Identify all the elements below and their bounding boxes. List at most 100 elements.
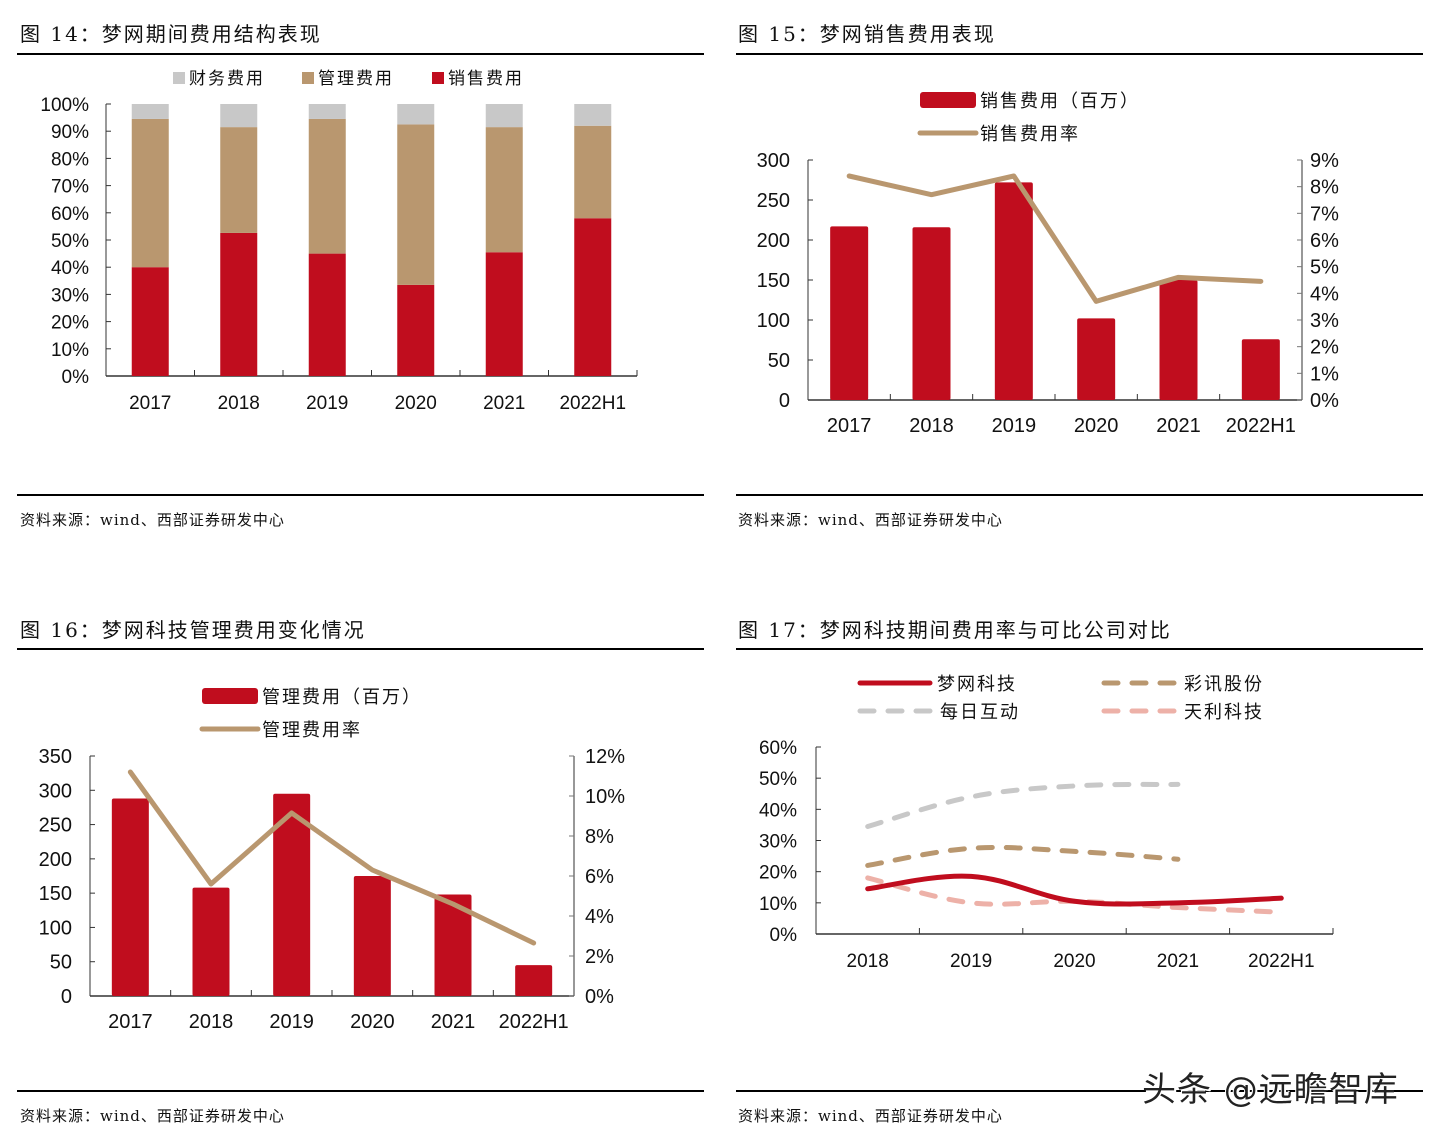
x-tick-label: 2020	[1074, 415, 1119, 437]
y-tick-label-left: 200	[757, 230, 790, 252]
y-tick-label-right: 5%	[1310, 257, 1339, 279]
rate-line	[846, 173, 1264, 304]
legend-label-3: 天利科技	[1184, 702, 1264, 723]
y-tick-label: 100%	[40, 95, 89, 116]
bar-财务费用-2017	[131, 104, 169, 119]
chart-fig16: 管理费用（百万） 管理费用率 0 50 100 150 200 250 300 350 0% 2% 4%…	[39, 687, 626, 1033]
y-tick-label-left: 150	[39, 883, 72, 905]
figure-15-source: 资料来源：wind、西部证券研发中心	[738, 511, 1003, 529]
y-tick-label: 90%	[51, 122, 89, 143]
series-line-天利科技	[865, 875, 1284, 915]
y-tick-label-left: 250	[39, 815, 72, 837]
y-tick-label: 50%	[51, 231, 89, 252]
y-tick-label-right: 0%	[1310, 390, 1339, 412]
figure-16-top-rule	[17, 648, 704, 650]
bar-销售费用-2020	[397, 284, 435, 376]
legend-bar-label: 管理费用（百万）	[262, 687, 422, 708]
y-tick-label: 50%	[759, 769, 797, 790]
y-tick-label: 0%	[770, 925, 798, 946]
y-tick-label-left: 50	[768, 350, 790, 372]
figure-17-top-rule	[736, 648, 1423, 650]
figure-15-top-rule	[736, 53, 1423, 55]
bar-2022H1	[515, 965, 553, 996]
x-tick-label: 2019	[992, 415, 1037, 437]
bar-财务费用-2020	[397, 104, 435, 125]
x-tick-label: 2020	[1053, 951, 1095, 972]
y-tick-label: 40%	[759, 800, 797, 821]
x-tick-label: 2022H1	[559, 393, 626, 414]
y-tick-label: 20%	[759, 863, 797, 884]
x-tick-label: 2020	[350, 1011, 395, 1033]
figure-14-top-rule	[17, 53, 704, 55]
figure-14-source: 资料来源：wind、西部证券研发中心	[20, 511, 285, 529]
y-tick-label-left: 0	[779, 390, 790, 412]
legend-swatch-0	[173, 72, 185, 84]
y-tick-label-right: 2%	[585, 946, 614, 968]
y-tick-label-right: 6%	[585, 866, 614, 888]
y-tick-label-right: 9%	[1310, 150, 1339, 172]
x-tick-label: 2017	[827, 415, 872, 437]
legend-label-1: 管理费用	[318, 69, 394, 89]
bar-管理费用-2020	[397, 124, 435, 285]
bar-2021	[1159, 280, 1198, 400]
bar-管理费用-2019	[308, 118, 346, 254]
bar-2019	[994, 182, 1033, 400]
y-tick-label-left: 50	[50, 952, 72, 974]
x-tick-label: 2019	[306, 393, 348, 414]
bar-财务费用-2022H1	[574, 104, 612, 126]
x-tick-label: 2018	[189, 1011, 234, 1033]
legend-label-2: 每日互动	[940, 702, 1020, 723]
y-tick-label-left: 100	[757, 310, 790, 332]
y-tick-label: 30%	[759, 832, 797, 853]
y-tick-label-left: 100	[39, 917, 72, 939]
y-tick-label-left: 0	[61, 986, 72, 1008]
y-tick-label-left: 150	[757, 270, 790, 292]
y-tick-label-left: 200	[39, 849, 72, 871]
bar-2019	[273, 793, 311, 996]
y-tick-label-right: 8%	[1310, 177, 1339, 199]
legend-swatch-2	[432, 72, 444, 84]
bar-2020	[353, 876, 391, 996]
y-tick-label-right: 0%	[585, 986, 614, 1008]
legend-bar-swatch	[920, 92, 976, 108]
x-tick-label: 2022H1	[1226, 415, 1296, 437]
bar-2022H1	[1241, 339, 1280, 400]
x-tick-label: 2019	[269, 1011, 314, 1033]
bar-财务费用-2019	[308, 104, 346, 119]
bar-管理费用-2021	[485, 127, 523, 253]
x-tick-label: 2018	[909, 415, 954, 437]
y-tick-label-right: 6%	[1310, 230, 1339, 252]
bar-2017	[830, 226, 869, 400]
x-tick-label: 2022H1	[1248, 951, 1315, 972]
y-tick-label-right: 10%	[585, 786, 625, 808]
bar-财务费用-2021	[485, 104, 523, 128]
legend-label-0: 梦网科技	[937, 674, 1017, 695]
bar-2017	[111, 798, 149, 996]
figure-16-title: 图 16：梦网科技管理费用变化情况	[20, 618, 366, 642]
y-tick-label-right: 4%	[585, 906, 614, 928]
y-tick-label: 80%	[51, 149, 89, 170]
legend-bar-label: 销售费用（百万）	[980, 91, 1140, 112]
figure-15-bottom-rule	[736, 494, 1423, 496]
legend-label-2: 销售费用	[448, 69, 524, 89]
x-tick-label: 2017	[129, 393, 171, 414]
figure-17-bottom-rule	[736, 1090, 1423, 1092]
x-tick-label: 2019	[950, 951, 992, 972]
x-tick-label: 2018	[847, 951, 889, 972]
y-tick-label-right: 7%	[1310, 203, 1339, 225]
figure-14-title: 图 14：梦网期间费用结构表现	[20, 22, 322, 46]
bar-2018	[912, 227, 951, 400]
y-tick-label-left: 250	[757, 190, 790, 212]
rate-line	[127, 769, 537, 946]
y-tick-label-right: 1%	[1310, 363, 1339, 385]
y-tick-label-left: 300	[39, 780, 72, 802]
y-tick-label-right: 4%	[1310, 283, 1339, 305]
y-tick-label-right: 12%	[585, 746, 625, 768]
bar-销售费用-2018	[220, 232, 258, 376]
y-tick-label: 40%	[51, 258, 89, 279]
bar-销售费用-2021	[485, 252, 523, 376]
y-tick-label-left: 350	[39, 746, 72, 768]
bar-销售费用-2022H1	[574, 218, 612, 376]
series-line-每日互动	[865, 781, 1181, 829]
